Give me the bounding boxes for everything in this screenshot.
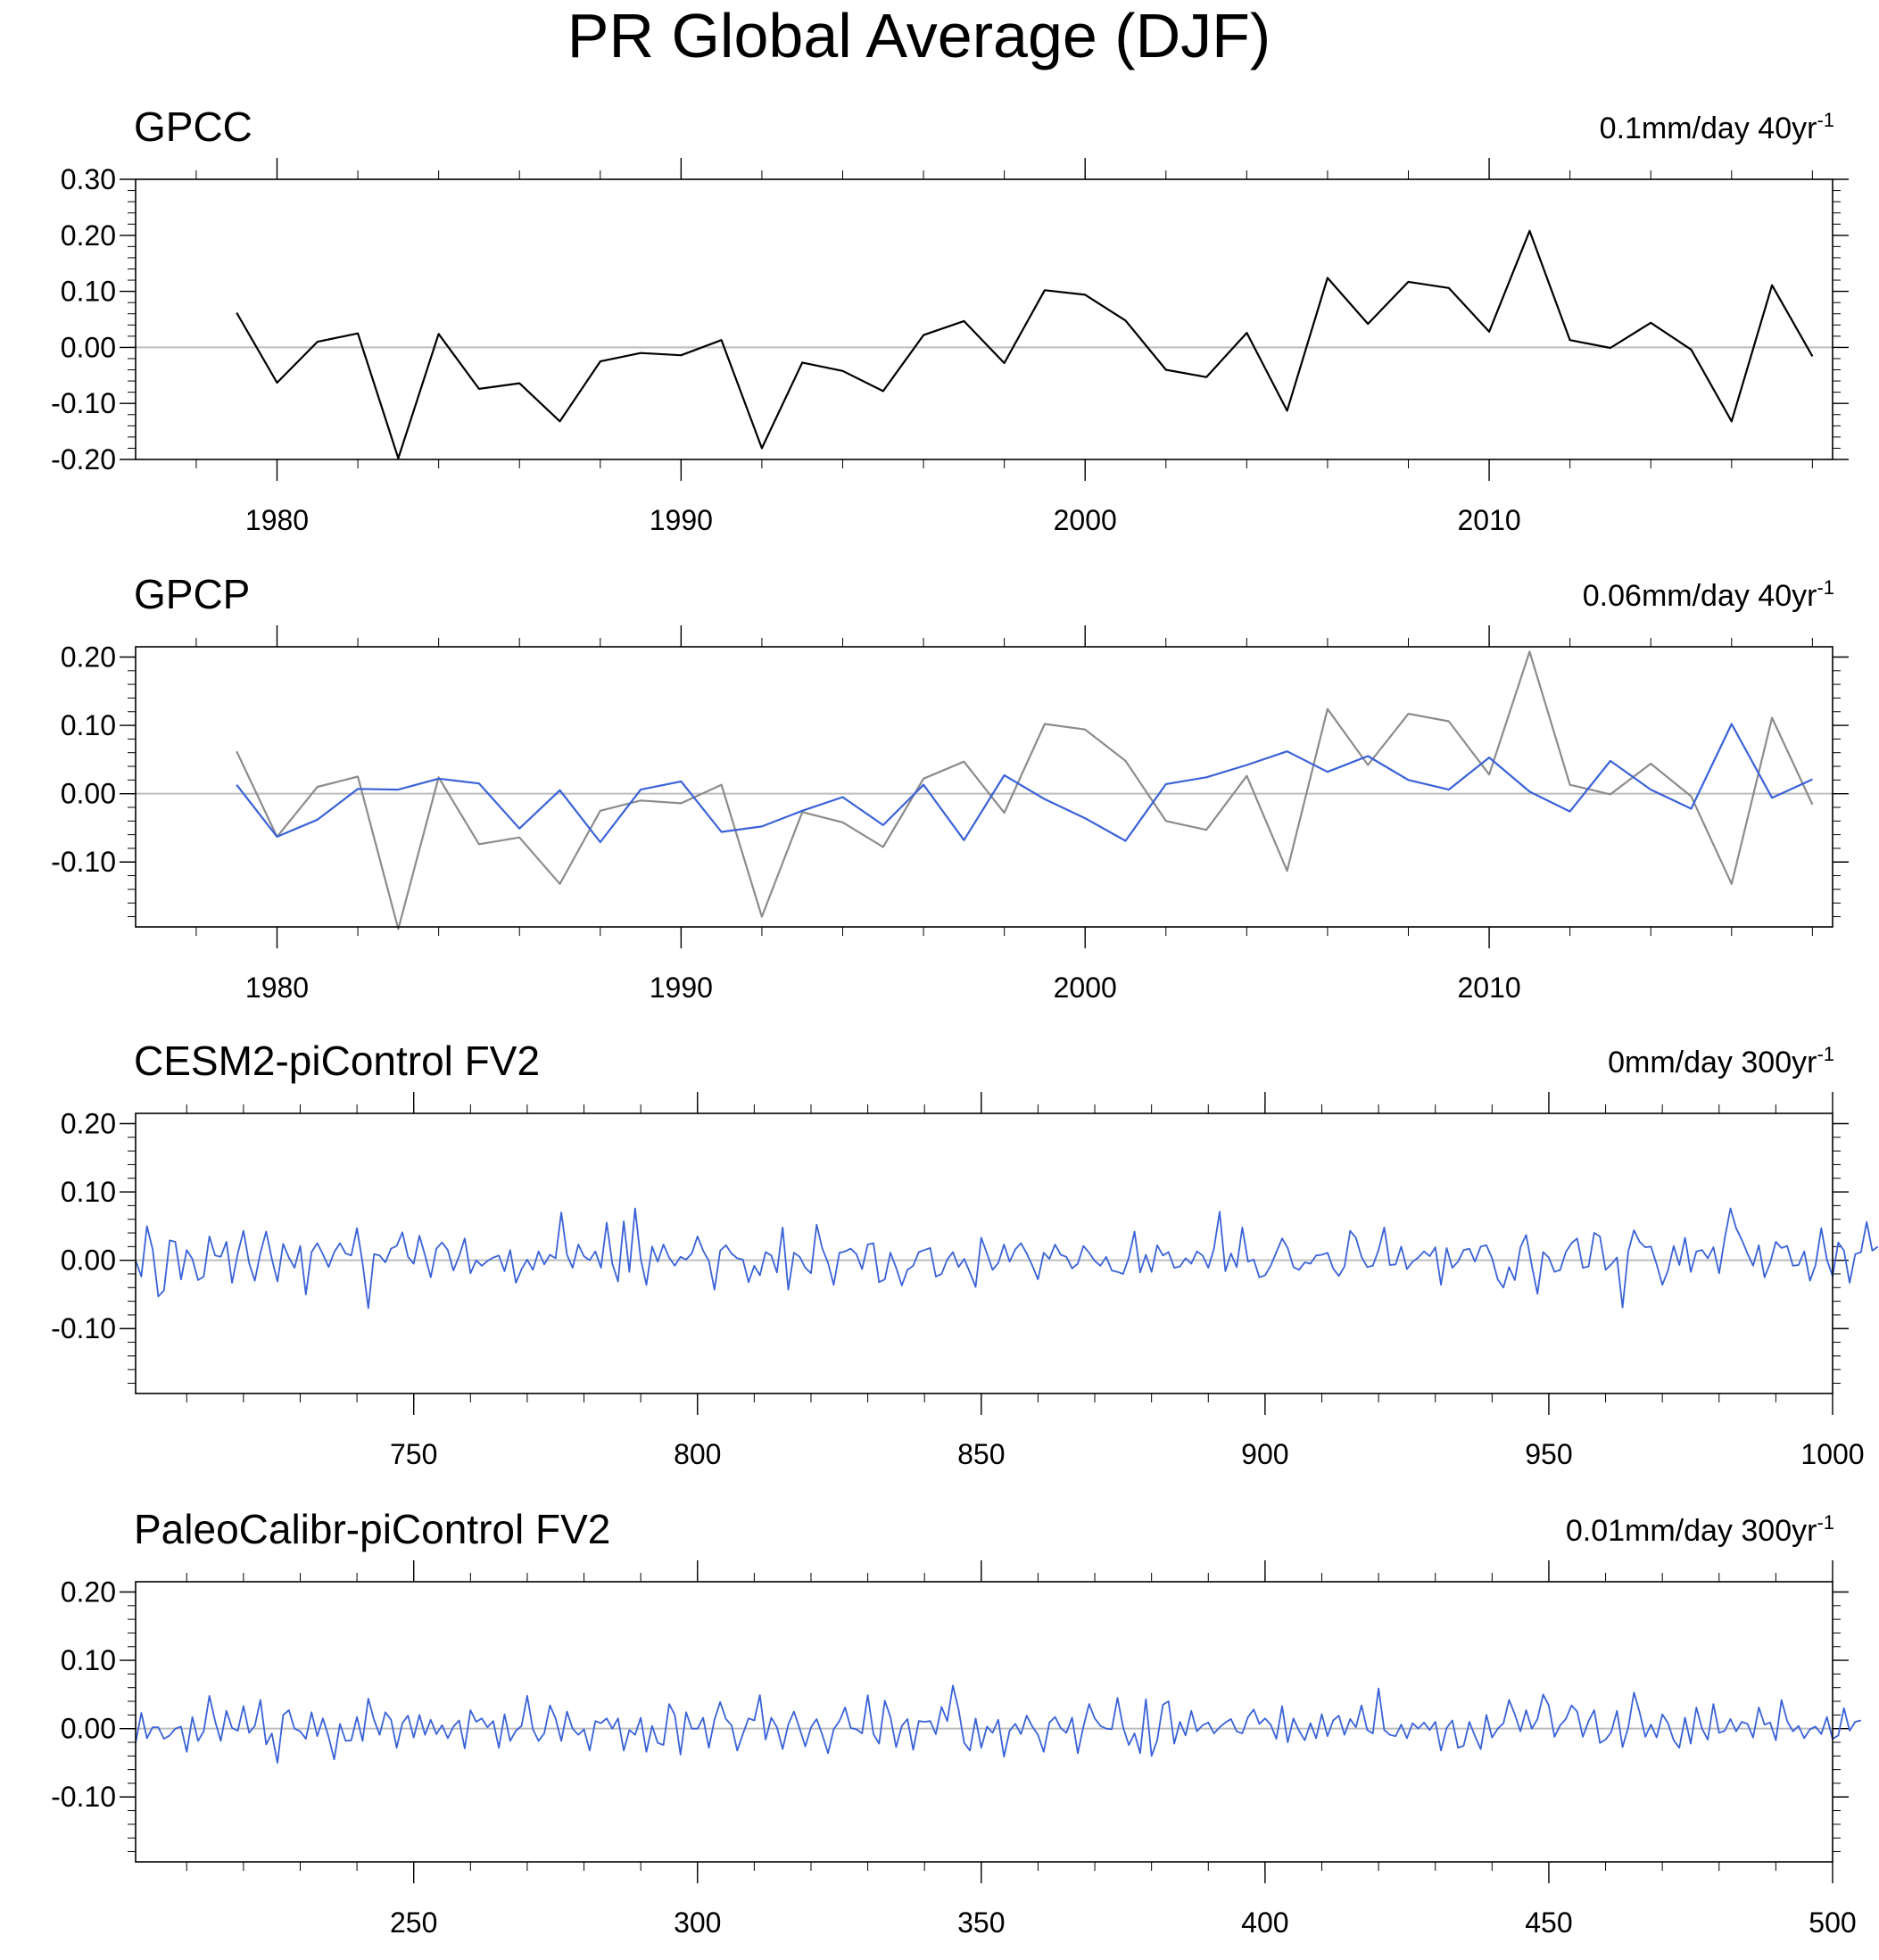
x-tick-label: 350 bbox=[957, 1906, 1005, 1939]
main-title: PR Global Average (DJF) bbox=[567, 1, 1271, 70]
x-tick-label: 300 bbox=[674, 1906, 721, 1939]
series-line-cesm2-picontrol-fv2 bbox=[135, 1207, 1879, 1310]
x-tick-label: 1980 bbox=[245, 504, 309, 536]
series-line-gpcc bbox=[236, 650, 1814, 930]
y-tick-label: 0.10 bbox=[61, 1644, 116, 1676]
x-tick-label: 2000 bbox=[1054, 504, 1117, 536]
trend-label: 0mm/day 300yr-1 bbox=[1608, 1043, 1834, 1079]
x-tick-label: 750 bbox=[390, 1438, 437, 1470]
y-tick-label: 0.20 bbox=[61, 1575, 116, 1608]
plot-frame bbox=[135, 1112, 1833, 1394]
x-tick-label: 2000 bbox=[1054, 972, 1117, 1004]
trend-label: 0.06mm/day 40yr-1 bbox=[1583, 576, 1834, 613]
panel-0: GPCC 0.1mm/day 40yr-1 -0.20 -0.10 0.00 0.10 0.… bbox=[51, 103, 1849, 536]
y-tick-label: 0.10 bbox=[61, 1176, 116, 1208]
x-tick-label: 1000 bbox=[1800, 1438, 1864, 1470]
y-tick-label: 0.10 bbox=[61, 276, 116, 308]
panel-title: GPCP bbox=[134, 571, 250, 617]
series-line-paleocalibr-picontrol-fv2 bbox=[135, 1684, 1862, 1764]
panel-title: CESM2-piControl FV2 bbox=[134, 1038, 540, 1084]
y-tick-label: -0.10 bbox=[51, 1781, 116, 1813]
y-tick-label: 0.20 bbox=[61, 641, 116, 673]
y-tick-label: 0.00 bbox=[61, 1245, 116, 1277]
x-tick-label: 450 bbox=[1525, 1906, 1572, 1939]
x-tick-label: 2010 bbox=[1457, 972, 1520, 1004]
y-tick-label: -0.10 bbox=[51, 846, 116, 878]
x-tick-label: 500 bbox=[1809, 1906, 1856, 1939]
y-tick-label: 0.30 bbox=[61, 163, 116, 195]
x-tick-label: 250 bbox=[390, 1906, 437, 1939]
x-tick-label: 900 bbox=[1241, 1438, 1288, 1470]
plot-frame bbox=[135, 178, 1833, 460]
x-tick-label: 400 bbox=[1241, 1906, 1288, 1939]
x-tick-label: 1990 bbox=[650, 972, 713, 1004]
y-tick-label: 0.10 bbox=[61, 709, 116, 741]
x-tick-label: 1990 bbox=[650, 504, 713, 536]
x-tick-label: 950 bbox=[1525, 1438, 1572, 1470]
y-tick-label: 0.00 bbox=[61, 1713, 116, 1745]
y-tick-label: -0.20 bbox=[51, 443, 116, 476]
y-tick-label: -0.10 bbox=[51, 1312, 116, 1344]
panels: GPCC 0.1mm/day 40yr-1 -0.20 -0.10 0.00 0.10 0.… bbox=[51, 103, 1879, 1939]
panel-title: PaleoCalibr-piControl FV2 bbox=[134, 1506, 610, 1552]
x-tick-label: 2010 bbox=[1457, 504, 1520, 536]
series-line-gpcp bbox=[236, 723, 1813, 844]
series-line-gpcc bbox=[236, 229, 1814, 459]
y-tick-label: 0.00 bbox=[61, 778, 116, 810]
trend-label: 0.1mm/day 40yr-1 bbox=[1600, 109, 1834, 145]
plot-frame bbox=[135, 646, 1833, 928]
trend-label: 0.01mm/day 300yr-1 bbox=[1566, 1511, 1834, 1548]
y-tick-label: 0.20 bbox=[61, 219, 116, 252]
plot-frame bbox=[135, 1581, 1833, 1863]
y-tick-label: -0.10 bbox=[51, 387, 116, 419]
panel-1: GPCP 0.06mm/day 40yr-1 -0.10 0.00 0.10 0.20 19… bbox=[51, 571, 1849, 1004]
panel-3: PaleoCalibr-piControl FV2 0.01mm/day 300y… bbox=[51, 1506, 1862, 1939]
panel-2: CESM2-piControl FV2 0mm/day 300yr-1 -0.10 0… bbox=[51, 1038, 1879, 1470]
x-tick-label: 1980 bbox=[245, 972, 309, 1004]
x-tick-label: 850 bbox=[957, 1438, 1005, 1470]
x-tick-label: 800 bbox=[674, 1438, 721, 1470]
panel-title: GPCC bbox=[134, 103, 252, 150]
y-tick-label: 0.00 bbox=[61, 331, 116, 363]
y-tick-label: 0.20 bbox=[61, 1107, 116, 1139]
